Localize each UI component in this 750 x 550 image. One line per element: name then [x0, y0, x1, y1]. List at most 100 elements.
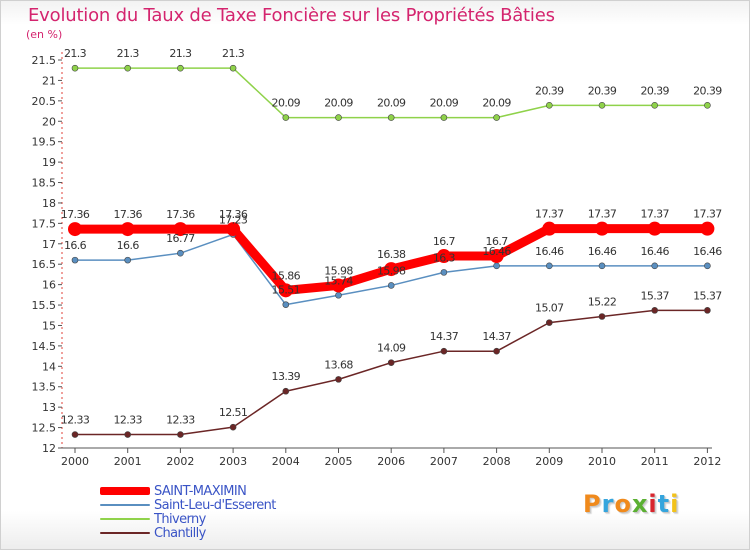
data-label: 13.68 [324, 358, 353, 371]
data-point [384, 262, 399, 277]
y-tick-label: 20.5 [32, 95, 57, 108]
data-label: 16.38 [377, 248, 406, 261]
legend-label: Thiverny [154, 511, 206, 527]
data-point [704, 262, 711, 270]
data-point [71, 64, 79, 72]
data-label: 15.98 [324, 264, 353, 277]
data-point [173, 222, 188, 237]
data-label: 12.51 [219, 406, 248, 419]
data-label: 20.09 [272, 97, 301, 110]
data-label: 20.39 [535, 84, 564, 97]
data-point [335, 114, 342, 121]
data-point [331, 278, 346, 293]
y-tick-label: 15.5 [32, 299, 57, 312]
y-tick-label: 14.5 [32, 340, 57, 353]
chart-title: Evolution du Taux de Taxe Foncière sur l… [28, 5, 555, 26]
data-label: 20.09 [430, 97, 459, 110]
x-tick-label: 2009 [535, 455, 563, 468]
y-tick-label: 14 [42, 360, 56, 373]
data-label: 14.37 [430, 330, 459, 343]
y-tick-label: 16.5 [32, 258, 57, 271]
y-tick-label: 19.5 [32, 136, 57, 149]
logo-letter: i [648, 490, 658, 518]
data-point [177, 249, 184, 257]
data-label: 12.33 [113, 414, 142, 427]
data-label: 16.7 [433, 235, 456, 248]
data-point [545, 262, 553, 270]
data-label: 17.37 [693, 208, 722, 221]
data-label: 21.3 [64, 47, 87, 60]
data-point [545, 102, 553, 109]
data-point [278, 283, 293, 298]
y-tick-label: 21.5 [32, 54, 57, 67]
logo-letter: o [614, 490, 632, 518]
data-point [229, 423, 237, 431]
data-point [387, 359, 395, 366]
data-point [651, 262, 659, 270]
y-unit-label: (en %) [26, 28, 63, 41]
data-point [387, 114, 395, 121]
x-tick-label: 2000 [61, 455, 89, 468]
legend-item-saint-maximin: SAINT-MAXIMIN [100, 483, 360, 499]
y-tick-label: 16 [42, 279, 56, 292]
data-point [493, 114, 500, 121]
data-point [595, 221, 609, 236]
legend-item-saint-leu-d-esserent: Saint-Leu-d'Esserent [100, 498, 360, 513]
data-label: 12.33 [166, 414, 195, 427]
x-tick-label: 2012 [693, 455, 721, 468]
data-label: 17.37 [588, 208, 617, 221]
data-label: 15.22 [588, 295, 617, 308]
data-point [124, 64, 131, 72]
data-label: 17.36 [166, 208, 195, 221]
data-point [651, 102, 659, 109]
data-point [68, 222, 82, 237]
y-tick-label: 12.5 [32, 422, 57, 435]
x-tick-label: 2006 [377, 455, 405, 468]
data-label: 20.39 [693, 84, 722, 97]
y-tick-label: 12 [42, 442, 56, 455]
data-point [440, 114, 448, 121]
logo-letter: P [583, 490, 602, 518]
chart-axes: 12 12.5 13 13.5 14 14.5 15 15.5 16 16.5 17 17.5 18 18… [32, 52, 721, 468]
data-label: 15.51 [272, 284, 301, 297]
y-tick-label: 17.5 [32, 217, 57, 230]
data-point [177, 431, 184, 438]
data-label: 20.39 [640, 84, 669, 97]
data-point [282, 301, 290, 308]
data-label: 15.74 [324, 274, 353, 287]
data-point [647, 221, 662, 236]
data-point [545, 319, 553, 326]
logo-letter: x [631, 490, 649, 518]
proxiti-logo: Proxiti [583, 490, 693, 522]
data-label: 20.39 [588, 84, 617, 97]
data-label: 16.46 [640, 245, 669, 258]
data-label: 16.46 [535, 245, 564, 258]
data-point [489, 249, 504, 264]
data-point [704, 102, 711, 109]
x-tick-label: 2010 [588, 455, 616, 468]
data-point [440, 347, 448, 355]
data-point [71, 256, 79, 264]
logo-letter: i [670, 490, 680, 518]
data-label: 14.09 [377, 342, 406, 355]
legend-label: SAINT-MAXIMIN [154, 483, 247, 499]
y-tick-label: 20 [42, 115, 56, 128]
y-tick-label: 21 [42, 74, 56, 87]
legend: SAINT-MAXIMIN Saint-Leu-d'Esserent Thive… [100, 483, 360, 541]
y-tick-label: 18 [42, 197, 56, 210]
data-point [440, 269, 448, 276]
data-label: 16.46 [693, 245, 722, 258]
y-tick-label: 19 [42, 156, 56, 169]
y-tick-label: 15 [42, 319, 56, 332]
y-tick-label: 17 [42, 238, 56, 251]
x-tick-label: 2008 [483, 455, 511, 468]
data-point [651, 307, 659, 314]
data-label: 20.09 [482, 97, 511, 110]
y-tick-label: 13 [42, 401, 56, 414]
data-label: 17.36 [61, 208, 90, 221]
x-tick-label: 2005 [325, 455, 353, 468]
data-point [436, 249, 451, 264]
data-label: 21.3 [117, 47, 140, 60]
series-points [68, 64, 715, 438]
data-label: 16.3 [433, 251, 456, 264]
